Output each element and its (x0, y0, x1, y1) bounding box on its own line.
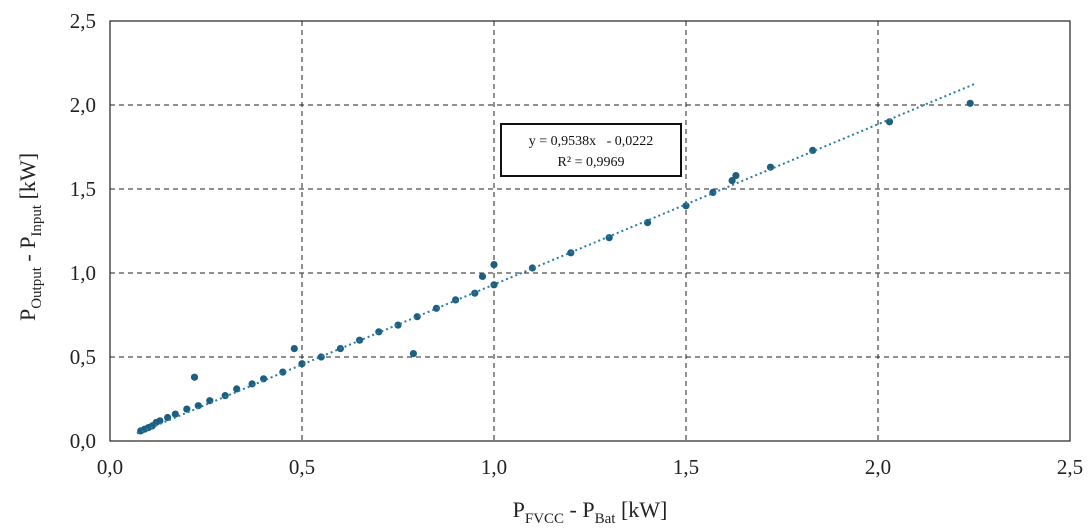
x-axis-title-sub2: Bat (595, 511, 617, 527)
grid-lines (110, 21, 1070, 441)
data-point (732, 172, 740, 180)
data-point (432, 304, 440, 312)
x-tick-label: 1,0 (481, 455, 507, 479)
data-point (375, 328, 383, 336)
data-point (728, 177, 736, 185)
data-point (409, 350, 417, 358)
x-tick-label: 1,5 (673, 455, 699, 479)
data-point (317, 353, 325, 361)
x-axis-title-unit: [kW] (615, 497, 667, 522)
data-point (156, 417, 164, 425)
y-tick-label: 0,0 (70, 429, 96, 453)
y-axis-title-sub2: Input (29, 204, 45, 236)
y-tick-label: 1,5 (70, 177, 96, 201)
data-point (709, 188, 717, 196)
x-tick-label: 2,5 (1057, 455, 1083, 479)
data-point (478, 272, 487, 280)
y-axis-title-mid: - P (15, 237, 40, 268)
y-axis-title-sub1: Output (29, 266, 45, 309)
x-axis-title-sub1: FVCC (525, 511, 564, 527)
x-tick-label: 0,0 (97, 455, 123, 479)
data-point (248, 380, 256, 388)
y-tick-label: 2,5 (70, 9, 96, 33)
data-point (190, 373, 199, 381)
y-axis-title-main: P (15, 309, 40, 321)
trendline-equation-box: y = 0,9538x - 0,0222 R² = 0,9969 (500, 123, 682, 177)
data-point (605, 234, 613, 242)
data-point (682, 202, 690, 210)
x-axis-title-main: P (513, 497, 525, 522)
data-point (290, 345, 298, 353)
y-tick-label: 2,0 (70, 93, 96, 117)
y-tick-label: 1,0 (70, 261, 96, 285)
x-axis-title-mid: - P (564, 497, 595, 522)
data-point (171, 410, 179, 418)
data-point (885, 118, 894, 126)
data-point (194, 402, 202, 410)
trendline (136, 83, 975, 435)
plot-frame (109, 20, 1071, 442)
y-tick-label: 0,5 (70, 345, 96, 369)
trendline-equation: y = 0,9538x - 0,0222 (529, 134, 654, 149)
data-points (137, 99, 974, 435)
data-point (966, 99, 974, 107)
tick-labels: 0,00,0 0,5 0,5 1,0 1,0 1,5 1,5 2,0 2,0 2,5 2,5 (70, 9, 1083, 479)
x-tick-label: 2,0 (865, 455, 891, 479)
data-point (766, 163, 775, 171)
y-axis-title: POutput - PInput [kW] (15, 153, 45, 321)
data-point (490, 261, 498, 269)
trendline-r2: R² = 0,9969 (558, 155, 625, 170)
x-tick-label: 0,5 (289, 455, 315, 479)
y-axis-title-unit: [kW] (15, 153, 40, 205)
x-axis-title: PFVCC - PBat [kW] (513, 497, 668, 527)
